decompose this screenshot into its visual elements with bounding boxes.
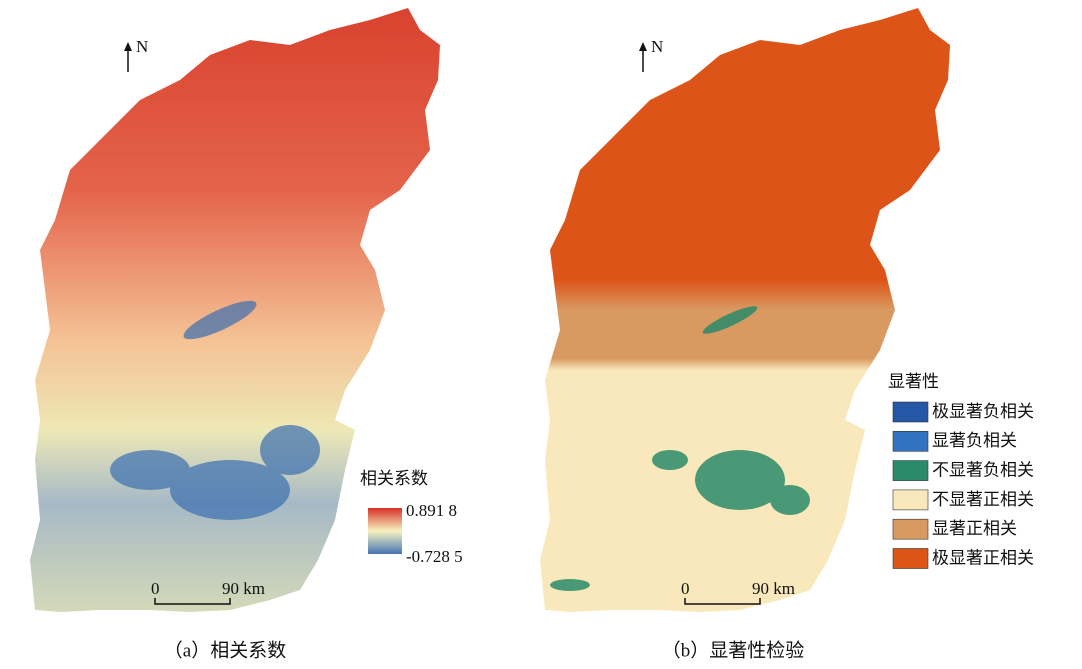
legend-label: 显著正相关 — [932, 519, 1017, 538]
north-arrow-head — [639, 42, 647, 51]
scale-end: 90 km — [222, 579, 265, 598]
map-b-patches — [550, 306, 810, 591]
legend-max: 0.891 8 — [406, 501, 457, 520]
legend-label: 不显著正相关 — [932, 490, 1034, 509]
scale-start: 0 — [681, 579, 690, 598]
north-arrow-head — [124, 42, 132, 51]
north-label: N — [136, 37, 148, 56]
scale-bar — [684, 598, 761, 605]
map-a-patches — [110, 300, 320, 520]
legend-label: 不显著负相关 — [932, 461, 1034, 480]
caption: （a）相关系数 — [164, 639, 286, 661]
caption: （b）显著性检验 — [662, 639, 805, 661]
legend-swatch — [892, 489, 929, 511]
legend-swatch — [892, 518, 929, 540]
color-bar — [368, 508, 402, 554]
legend-title: 相关系数 — [360, 469, 428, 488]
legend-title: 显著性 — [888, 372, 939, 391]
legend-swatch — [892, 460, 929, 481]
scale-end: 90 km — [752, 579, 795, 598]
legend-label: 极显著负相关 — [932, 402, 1034, 421]
legend-swatch — [892, 401, 929, 423]
legend-swatch — [892, 430, 929, 452]
legend-label: 显著负相关 — [932, 431, 1017, 450]
scale-start: 0 — [151, 579, 160, 598]
legend-label: 极显著正相关 — [932, 548, 1034, 567]
north-label: N — [651, 37, 663, 56]
legend-swatch — [892, 548, 929, 569]
scale-bar — [154, 598, 231, 605]
legend-min: -0.728 5 — [406, 547, 463, 566]
